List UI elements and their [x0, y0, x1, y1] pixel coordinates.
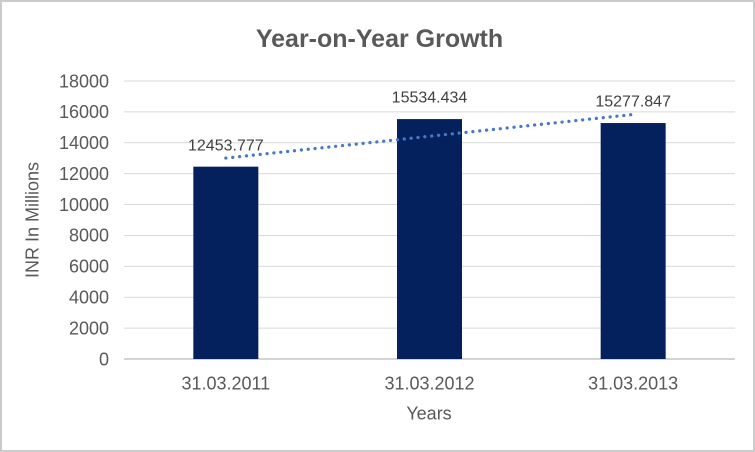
x-category-label: 31.03.2011 — [181, 373, 270, 393]
data-label: 12453.777 — [188, 137, 264, 154]
bar — [397, 119, 462, 359]
y-tick-label: 0 — [99, 349, 109, 369]
data-label: 15534.434 — [392, 90, 468, 107]
y-tick-label: 14000 — [59, 133, 109, 153]
chart-title: Year-on-Year Growth — [255, 25, 504, 53]
x-axis-title: Years — [406, 403, 452, 424]
y-tick-label: 16000 — [59, 102, 109, 122]
trendline — [224, 112, 635, 160]
data-label: 15277.847 — [595, 94, 671, 111]
x-category-label: 31.03.2013 — [588, 373, 678, 393]
y-tick-label: 10000 — [59, 195, 109, 215]
y-tick-label: 4000 — [69, 288, 109, 308]
y-tick-label: 8000 — [69, 226, 109, 246]
y-tick-label: 6000 — [69, 257, 109, 277]
bar — [600, 123, 666, 359]
y-tick-label: 18000 — [59, 71, 109, 91]
bar — [193, 166, 259, 359]
x-category-label: 31.03.2012 — [384, 373, 474, 393]
y-tick-label: 2000 — [69, 318, 109, 338]
y-tick-label: 12000 — [59, 164, 109, 184]
